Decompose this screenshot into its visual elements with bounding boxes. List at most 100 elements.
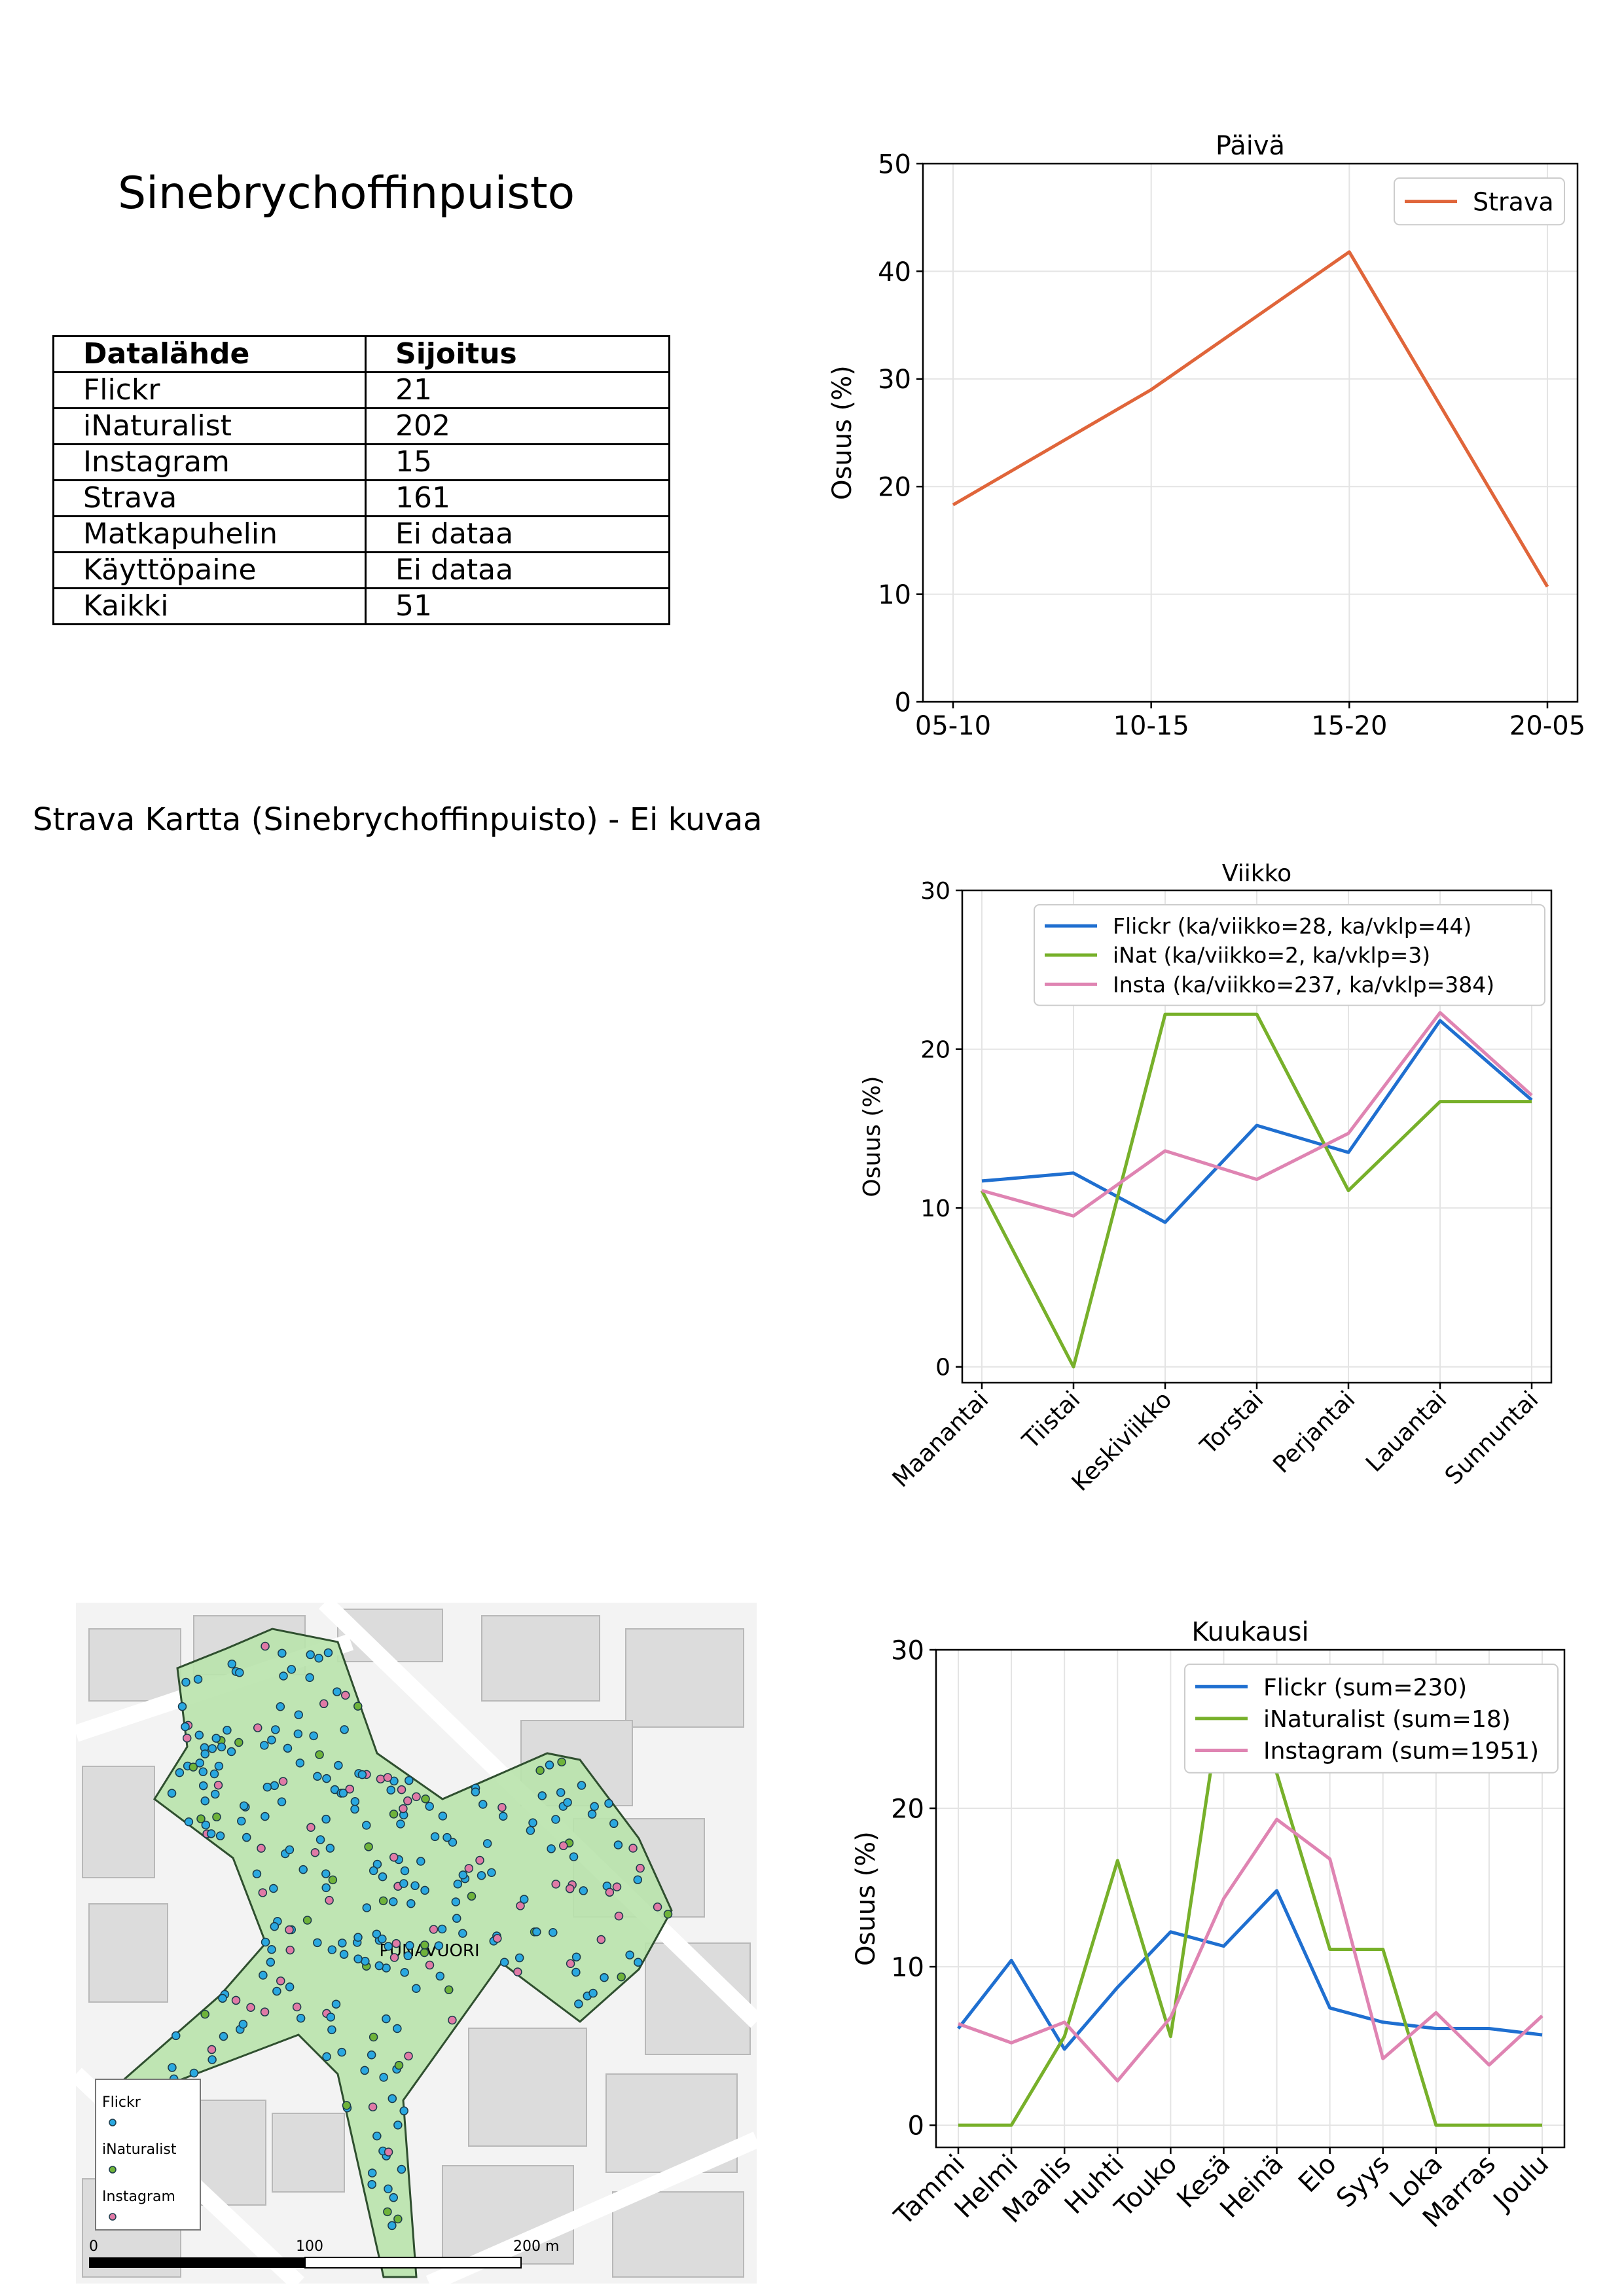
map-point [605,1887,615,1897]
park-area [100,1628,673,2278]
map-point [458,1870,468,1880]
map-point [295,1758,305,1768]
map-point [535,1766,545,1775]
map-point [271,1725,280,1734]
city-block [481,1615,600,1702]
map-point [563,1798,572,1807]
chart-title: Päivä [1216,131,1285,161]
x-tick-label: Syys [1331,2149,1396,2214]
y-axis-label: Osuus (%) [827,365,857,500]
table-row: Strava 161 [52,479,670,517]
map-legend-marker [109,2119,117,2126]
map-point [328,1875,338,1885]
map-point [306,1650,315,1660]
map-point [372,1859,382,1869]
map-point [369,2032,378,2042]
map-point [200,1749,209,1758]
map-point [412,1792,421,1802]
map-point [327,2025,336,2035]
map-legend-marker [109,2166,117,2174]
map-legend-label: Instagram [102,2189,175,2205]
map-point [556,1788,566,1797]
map-point [574,1999,583,2009]
x-tick-label: 15-20 [1311,711,1387,741]
map-point [628,1844,638,1853]
chart-paiva: 0 10 20 30 40 50 05-10 10-15 15-20 20-05 Päivä Osuu… [827,131,1585,741]
map-point [266,1958,276,1967]
map-point [566,1959,575,1968]
map-point [569,1852,579,1861]
map-point [400,1967,409,1977]
map-point [270,1781,280,1791]
map-point [261,1641,270,1651]
table-row: Kaikki 51 [52,587,670,625]
map-point [545,1760,554,1770]
map-point [337,2047,346,2057]
map-point [600,1973,609,1982]
city-block [442,2165,574,2265]
map-point [310,1848,320,1857]
map-point [410,1881,420,1890]
scale-bar-black [89,2257,305,2268]
map-point [384,2147,393,2157]
scale-bar-white [304,2257,522,2269]
map-point [181,1722,190,1732]
map-point [195,1758,204,1768]
scale-label: 200 m [513,2238,559,2255]
map-point [404,2051,413,2061]
map-point [208,2055,217,2064]
map-point [193,1675,203,1684]
map-point [388,2094,397,2104]
y-axis-label: Osuus (%) [859,1076,886,1197]
map-point [177,1702,187,1711]
map-point [315,1750,324,1759]
map-point [514,1953,524,1963]
map-point [384,1942,393,1951]
map-point [372,1929,382,1939]
map-point [214,1761,224,1771]
map-point [360,2066,369,2075]
map-point [209,1769,219,1779]
table-cell: Ei dataa [365,551,670,589]
map-point [316,1835,325,1844]
map-point [604,1798,613,1808]
map-point [242,1832,251,1842]
map-point [269,1884,278,1893]
map-point [452,1914,461,1923]
map-point [389,1897,398,1906]
map-point [207,2045,217,2054]
park-map: PUNAVUORI Flickr iNaturalist Instagram 0 100 2… [70,1596,763,2291]
map-legend-box [95,2079,201,2231]
map-point [314,1654,323,1663]
table-row: iNaturalist 202 [52,407,670,445]
y-tick-label: 50 [878,149,911,179]
map-legend-label: iNaturalist [102,2141,177,2158]
map-point [293,1729,303,1739]
map-point [406,1899,416,1908]
table-cell: 202 [365,407,670,445]
map-point [196,1814,206,1823]
map-point [590,1802,599,1812]
map-point [516,1901,525,1910]
y-tick-label: 20 [878,473,911,503]
map-point [612,1882,622,1891]
map-point [223,1726,232,1735]
map-point [547,1844,556,1853]
map-point [261,1937,270,1947]
map-point [421,1794,430,1804]
map-point [394,2060,404,2070]
map-point [321,1869,331,1878]
page-title: Sinebrychoffinpuisto [118,168,575,219]
map-point [444,1985,454,1994]
map-point [208,1744,217,1753]
map-point [448,1838,458,1847]
map-point [350,1797,360,1806]
map-point [215,1831,225,1840]
y-tick-label: 0 [908,2111,924,2141]
table-cell: Strava [52,479,367,517]
map-point [513,1967,522,1977]
table-cell: Matkapuhelin [52,515,367,553]
x-tick-label: Keskiviikko [1067,1386,1178,1497]
map-point [285,1845,295,1855]
map-point [613,1840,623,1850]
